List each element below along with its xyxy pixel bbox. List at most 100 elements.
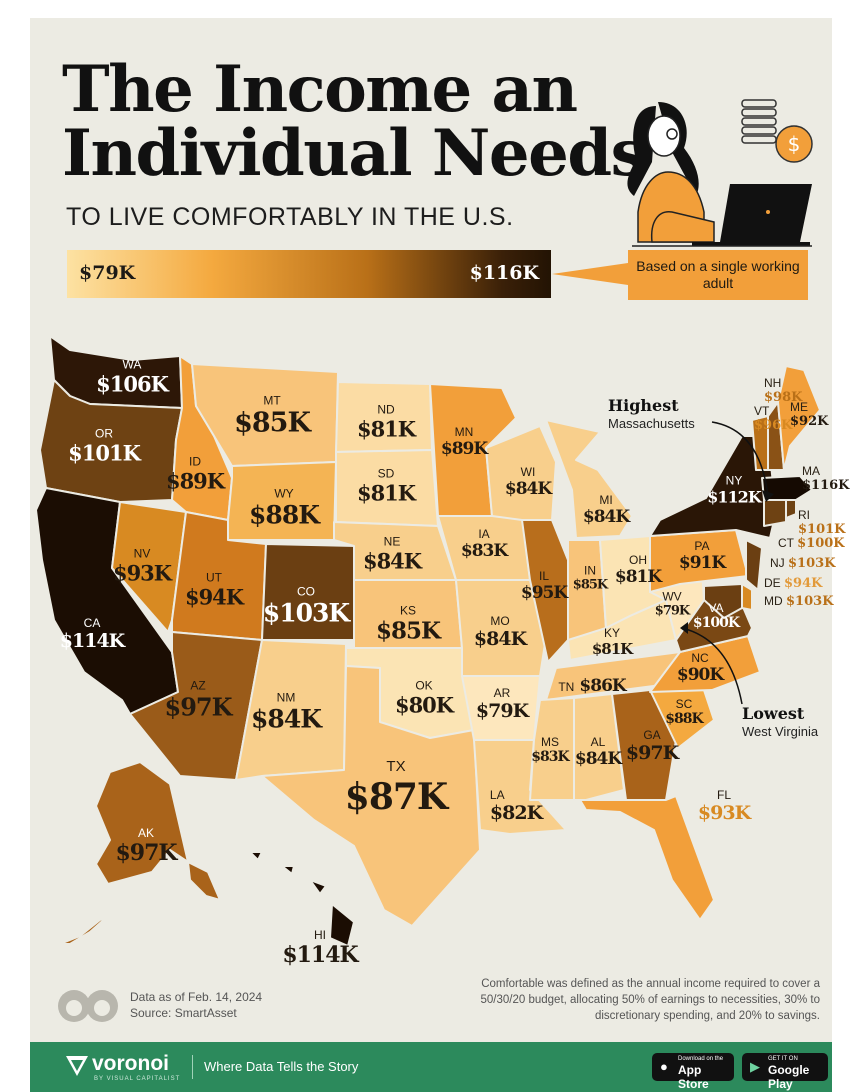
legend-min-label: $79K [79, 262, 136, 284]
highest-arrow [711, 421, 769, 497]
value-ma: $116K [802, 478, 850, 493]
state-ga [611, 689, 677, 801]
label-wv: WV $79K [655, 589, 690, 619]
color-legend-bar: $79K $116K [67, 250, 551, 298]
abbr-ut: UT [206, 570, 222, 585]
label-nv: NV $93K [113, 546, 172, 586]
label-ar: AR $79K [476, 686, 529, 722]
label-wy: WY $88K [249, 487, 320, 530]
abbr-mi: MI [599, 493, 613, 507]
label-sc: SC $88K [665, 697, 703, 727]
label-ct: CT $100K [778, 536, 845, 551]
label-nc: NC $90K [677, 651, 724, 685]
abbr-me: ME [790, 400, 808, 414]
abbr-wv: WV [662, 589, 682, 604]
state-ri [785, 499, 797, 519]
voronoi-logo-icon [66, 1056, 88, 1076]
label-ia: IA $83K [461, 527, 508, 561]
value-wa: $106K [96, 371, 169, 397]
abbr-nc: NC [691, 651, 709, 665]
value-il: $95K [520, 583, 568, 603]
label-tx: TX $87K [345, 758, 448, 818]
state-hi-big [329, 903, 355, 947]
abbr-id: ID [189, 454, 201, 469]
label-wa: WA $106K [96, 357, 169, 397]
label-nh: NH $98K [764, 376, 802, 405]
value-ga: $97K [625, 742, 679, 764]
label-ak: AK $97K [115, 826, 177, 866]
app-store-button[interactable]: ● Download on the App Store [652, 1053, 734, 1091]
label-ma: MA $116K [802, 464, 849, 493]
app-store-big-text: App Store [678, 1063, 709, 1091]
value-in: $85K [572, 577, 608, 593]
value-vt: $96K [754, 418, 793, 433]
abbr-de: DE [764, 576, 781, 590]
state-hi-oahu [281, 865, 295, 875]
state-tx [261, 665, 481, 927]
google-play-small-text: GET IT ON [768, 1056, 798, 1062]
abbr-nd: ND [377, 402, 395, 417]
abbr-ms: MS [541, 735, 559, 749]
page-title: The Income an Individual Needs [62, 58, 647, 186]
value-ny: $112K [707, 487, 761, 507]
value-oh: $81K [614, 567, 662, 587]
abbr-oh: OH [628, 553, 647, 567]
state-nv [111, 501, 187, 633]
footer-bar: voronoi BY VISUAL CAPITALIST Where Data … [30, 1042, 832, 1092]
abbr-nv: NV [133, 546, 151, 561]
google-play-button[interactable]: ▶ GET IT ON Google Play [742, 1053, 828, 1091]
state-ma [761, 475, 813, 501]
abbr-ri: RI [798, 508, 810, 522]
label-pa: PA $91K [679, 539, 726, 573]
label-nj: NJ $103K [770, 556, 836, 571]
abbr-ks: KS [399, 603, 417, 618]
state-ak-chain [59, 915, 109, 945]
brand-name[interactable]: voronoi [92, 1052, 169, 1075]
value-mn: $89K [440, 439, 488, 459]
legend-pointer [552, 263, 628, 285]
state-md [703, 583, 743, 619]
value-fl: $93K [697, 802, 751, 824]
state-me [777, 365, 821, 471]
label-de: DE $94K [764, 576, 822, 591]
app-store-small-text: Download on the [678, 1056, 724, 1062]
google-play-big-text: Google Play [768, 1063, 810, 1091]
value-id: $89K [165, 468, 225, 494]
label-ks: KS $85K [376, 603, 441, 645]
label-wi: WI $84K [504, 465, 552, 499]
value-ok: $80K [394, 692, 454, 718]
highest-callout-state: Massachusetts [608, 416, 695, 431]
abbr-ak: AK [137, 826, 155, 840]
abbr-mo: MO [490, 614, 510, 628]
label-oh: OH $81K [614, 553, 662, 587]
label-me: ME $92K [790, 400, 828, 429]
value-wi: $84K [504, 479, 552, 499]
laptop-icon [692, 184, 812, 246]
abbr-tx: TX [386, 758, 406, 775]
abbr-ok: OK [415, 678, 433, 693]
lowest-arrow [681, 627, 743, 705]
value-nj: $103K [788, 556, 836, 571]
state-hi-kauai [249, 851, 263, 861]
data-source: Source: SmartAsset [130, 1006, 237, 1020]
abbr-il: IL [538, 569, 550, 583]
value-md: $103K [786, 594, 834, 609]
label-ca: CA $114K [60, 616, 125, 652]
title-line-1: The Income an [62, 52, 578, 127]
abbr-nj: NJ [770, 556, 785, 570]
value-ct: $100K [797, 536, 845, 551]
abbr-or: OR [94, 426, 113, 441]
label-mo: MO $84K [474, 614, 527, 650]
value-nm: $84K [251, 704, 322, 734]
abbr-az: AZ [190, 678, 206, 693]
coin-stack-icon: $ [741, 99, 813, 163]
abbr-co: CO [297, 584, 315, 599]
abbr-wa: WA [122, 357, 142, 372]
abbr-ct: CT [778, 536, 794, 550]
abbr-ky: KY [603, 626, 621, 640]
lowest-callout-title: Lowest [742, 704, 805, 723]
value-wy: $88K [249, 500, 320, 530]
abbr-ca: CA [83, 616, 101, 630]
abbr-la: LA [489, 788, 505, 802]
label-md: MD $103K [764, 594, 834, 609]
